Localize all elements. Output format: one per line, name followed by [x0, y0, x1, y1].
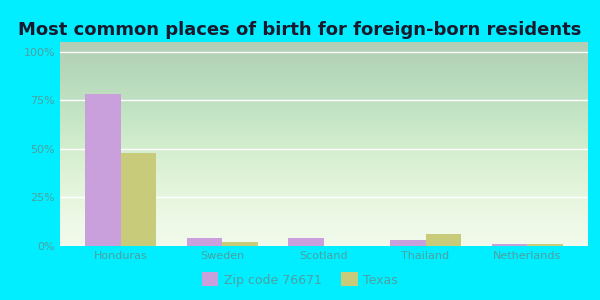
Bar [390, 240, 425, 246]
Legend: Zip code 76671, Texas: Zip code 76671, Texas [198, 270, 402, 291]
Bar [85, 94, 121, 246]
Text: Most common places of birth for foreign-born residents: Most common places of birth for foreign-… [19, 21, 581, 39]
Bar [289, 238, 324, 246]
Bar [121, 153, 157, 246]
Bar [223, 242, 258, 246]
Bar [527, 244, 563, 246]
Bar [425, 234, 461, 246]
Bar [187, 238, 223, 246]
Bar [491, 244, 527, 246]
